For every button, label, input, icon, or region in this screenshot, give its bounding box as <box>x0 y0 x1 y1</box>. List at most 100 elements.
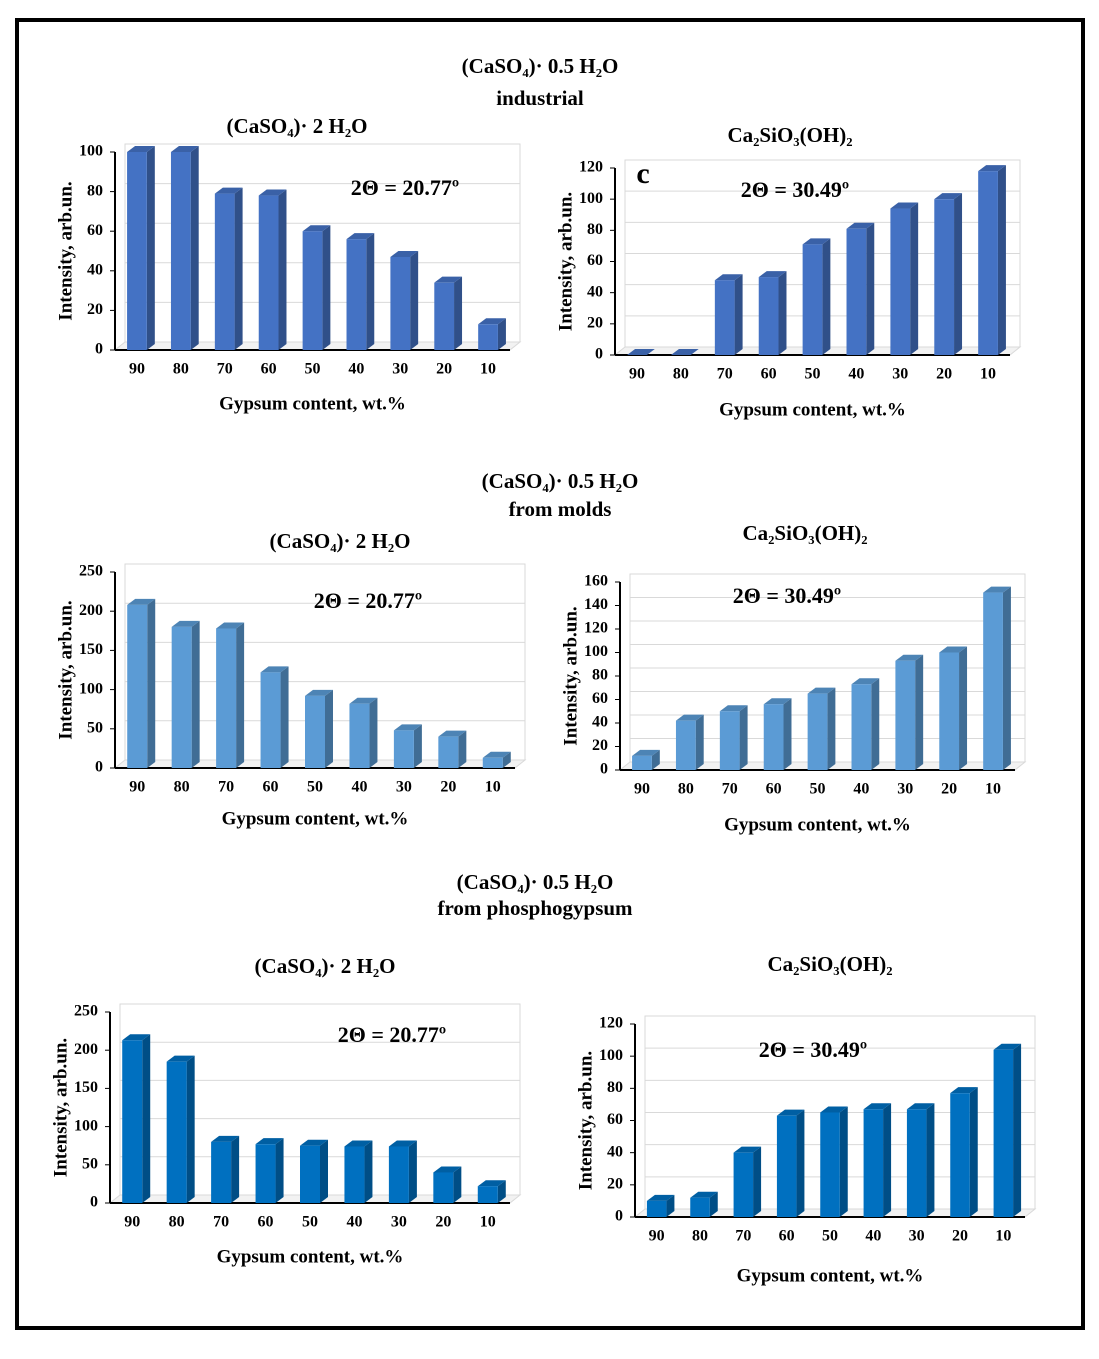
bar-side <box>413 724 422 768</box>
bar-top <box>758 271 787 278</box>
bar-side <box>753 1146 762 1217</box>
x-tick-label: 90 <box>124 1214 140 1231</box>
bar <box>349 697 378 768</box>
bar-top <box>438 730 467 737</box>
bar-front <box>719 711 740 770</box>
bar-side <box>739 705 748 770</box>
x-tick-label: 60 <box>263 779 279 796</box>
bar-side <box>959 646 968 770</box>
x-tick-label: 10 <box>485 779 501 796</box>
bar-top <box>719 705 748 712</box>
bar-side <box>497 318 506 350</box>
x-tick-label: 20 <box>436 361 452 378</box>
bar <box>863 1103 892 1217</box>
bar-front <box>260 672 281 768</box>
bar-top <box>477 1180 506 1187</box>
x-axis-label: Gypsum content, wt.% <box>724 814 911 835</box>
bar-front <box>388 1146 409 1203</box>
bar-side <box>1002 586 1011 770</box>
bar <box>895 654 924 770</box>
x-tick-label: 80 <box>174 779 190 796</box>
bar-side <box>866 222 875 355</box>
x-tick-label: 90 <box>629 366 645 383</box>
bar <box>260 666 289 768</box>
bar-top <box>863 1103 892 1110</box>
bar <box>122 1034 151 1203</box>
section-title: (CaSO₄)· 0.5 H₂O <box>482 469 639 493</box>
bar-side <box>410 250 419 350</box>
bar-side <box>453 1166 462 1203</box>
section-title: (CaSO₄)· 0.5 H₂O <box>462 54 619 78</box>
x-tick-label: 70 <box>735 1228 751 1245</box>
bar-top <box>627 349 655 355</box>
x-tick-label: 40 <box>351 779 367 796</box>
bar-side <box>186 1055 195 1203</box>
bar-side <box>142 1034 151 1203</box>
frame <box>15 18 1085 1330</box>
annotation: 2Θ = 20.77º <box>314 588 422 613</box>
bar <box>993 1043 1022 1217</box>
bar-top <box>166 1055 195 1062</box>
bar-side <box>695 714 704 770</box>
bar <box>214 187 243 350</box>
y-tick-label: 60 <box>607 1111 623 1128</box>
bar <box>433 1166 462 1203</box>
bar-top <box>388 1140 417 1147</box>
bar-side <box>275 1138 284 1203</box>
x-tick-label: 40 <box>848 366 864 383</box>
x-tick-label: 70 <box>217 361 233 378</box>
bar-front <box>690 1197 710 1217</box>
bar-front <box>906 1109 927 1217</box>
x-tick-label: 80 <box>169 1214 185 1231</box>
bar-side <box>454 276 463 350</box>
x-tick-label: 80 <box>692 1228 708 1245</box>
bar-front <box>477 1186 498 1203</box>
bar-top <box>939 646 968 653</box>
bar-top <box>255 1138 284 1145</box>
bar <box>305 689 333 768</box>
bar-front <box>950 1093 970 1217</box>
bar-top <box>258 189 287 196</box>
bar-side <box>234 187 243 350</box>
bar-side <box>191 620 200 768</box>
bar-front <box>993 1049 1014 1217</box>
bar-front <box>434 282 455 350</box>
annotation: 2Θ = 30.49º <box>759 1037 867 1062</box>
bar <box>802 238 831 355</box>
bar-top <box>349 697 378 704</box>
y-axis-label: Intensity, arb.un. <box>560 606 581 745</box>
bar-top <box>978 165 1006 172</box>
bar-front <box>211 1141 232 1203</box>
bar-top <box>302 225 331 232</box>
y-tick-label: 80 <box>607 1079 623 1096</box>
bar-top <box>433 1166 462 1173</box>
bar <box>346 233 375 350</box>
bar <box>393 724 422 768</box>
bar-side <box>734 274 743 355</box>
bar-top <box>802 238 831 245</box>
bar-front <box>632 755 652 770</box>
bar-top <box>211 1135 240 1142</box>
bar-top <box>127 598 156 605</box>
bar-front <box>646 1200 667 1217</box>
x-tick-label: 80 <box>678 781 694 798</box>
bar-front <box>482 757 503 768</box>
bar <box>482 751 511 768</box>
bar <box>255 1138 284 1203</box>
bar-side <box>369 697 378 768</box>
bar <box>390 250 419 350</box>
x-tick-label: 20 <box>952 1228 968 1245</box>
section-subtitle: from molds <box>509 497 612 521</box>
y-tick-label: 100 <box>74 1117 98 1134</box>
y-tick-label: 140 <box>584 596 608 613</box>
x-tick-label: 40 <box>865 1228 881 1245</box>
x-tick-label: 50 <box>305 361 321 378</box>
x-tick-label: 90 <box>129 361 145 378</box>
y-tick-label: 80 <box>87 182 103 199</box>
annotation: 2Θ = 20.77º <box>351 175 459 200</box>
x-tick-label: 30 <box>892 366 908 383</box>
bar-side <box>783 698 792 770</box>
bar <box>670 349 699 355</box>
bar <box>978 165 1006 355</box>
bar <box>344 1140 373 1203</box>
